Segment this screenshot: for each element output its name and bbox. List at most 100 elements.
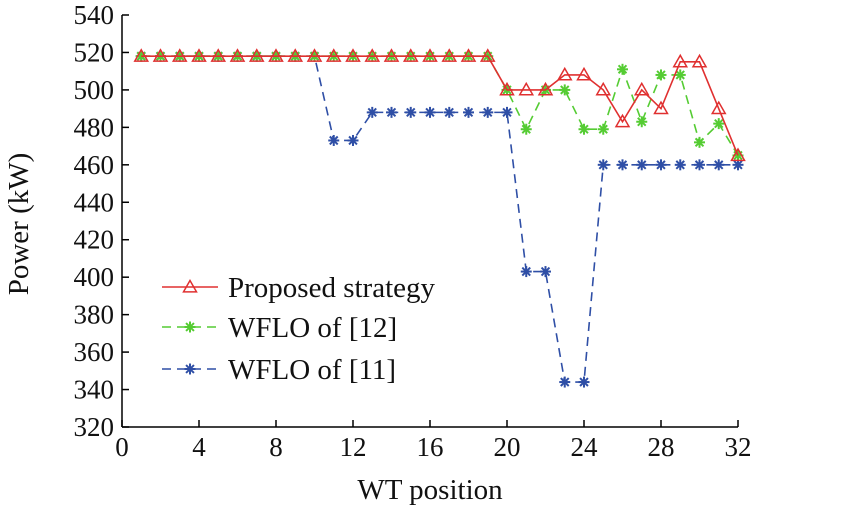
series-1-point-23-d2 xyxy=(560,85,570,95)
series-0-point-2 xyxy=(152,48,169,62)
series-0-point-12 xyxy=(345,48,361,62)
x-tick-label-28: 28 xyxy=(648,432,675,462)
series-0-point-15 xyxy=(402,48,419,62)
legend-marker-0 xyxy=(182,278,198,293)
series-1-point-26-d2 xyxy=(617,64,628,74)
series-2-point-25-d2 xyxy=(598,160,608,170)
series-1-point-29 xyxy=(674,69,686,81)
series-0-point-23 xyxy=(556,66,573,81)
legend-item-2: WFLO of [11] xyxy=(162,354,396,386)
series-2-point-13 xyxy=(366,106,378,118)
series-layer xyxy=(133,48,746,388)
series-0-point-19 xyxy=(479,48,496,62)
series-0-point-9 xyxy=(287,48,304,62)
series-2-point-27 xyxy=(636,159,648,171)
series-2-point-29 xyxy=(674,159,686,171)
series-1-point-31 xyxy=(713,118,725,130)
series-2-point-11 xyxy=(328,134,340,146)
y-tick-label-520: 520 xyxy=(74,37,115,67)
series-1-point-26 xyxy=(617,63,628,75)
series-2-point-30 xyxy=(694,159,705,171)
series-1-point-21 xyxy=(520,123,532,135)
series-2-point-23-d2 xyxy=(560,377,570,387)
series-0-point-29 xyxy=(672,53,689,68)
series-1-point-23 xyxy=(559,84,571,96)
legend-marker-2 xyxy=(184,363,196,375)
series-2-point-15-d2 xyxy=(406,107,416,118)
series-2-point-18-d2 xyxy=(463,107,474,118)
y-axis-title: Power (kW) xyxy=(3,153,35,296)
legend-marker-1-d2 xyxy=(185,322,195,332)
y-tick-label-460: 460 xyxy=(74,150,115,180)
series-2-point-17 xyxy=(443,106,455,118)
series-1-point-25-d2 xyxy=(598,124,608,134)
series-2-point-28-d2 xyxy=(656,160,666,170)
series-0-point-26 xyxy=(614,113,631,128)
series-1-point-27-d2 xyxy=(637,117,647,127)
series-0-point-5 xyxy=(210,48,227,62)
y-tick-label-540: 540 xyxy=(74,0,115,30)
series-2-point-19 xyxy=(482,106,494,118)
series-2-point-21-d2 xyxy=(521,266,531,277)
series-0-point-13 xyxy=(364,48,381,62)
series-line-1 xyxy=(141,55,739,156)
series-1-point-25 xyxy=(597,123,609,135)
series-0-point-31 xyxy=(710,100,727,115)
series-0-point-18 xyxy=(460,48,477,62)
series-2-point-19-d2 xyxy=(483,107,493,118)
series-0-point-20 xyxy=(499,81,515,96)
series-2-point-14 xyxy=(386,106,397,118)
series-0-point-7 xyxy=(248,48,265,62)
y-tick-label-480: 480 xyxy=(74,112,115,142)
series-0-point-4 xyxy=(191,48,207,62)
series-1-point-30 xyxy=(694,136,705,148)
series-0-point-22 xyxy=(537,81,554,96)
y-tick-label-400: 400 xyxy=(74,262,115,292)
series-0 xyxy=(133,48,746,162)
y-tick-label-340: 340 xyxy=(74,375,115,405)
series-2-point-11-d2 xyxy=(329,135,339,146)
legend-marker-1 xyxy=(184,321,196,333)
y-tick-label-380: 380 xyxy=(74,300,115,330)
series-2-point-28 xyxy=(655,159,667,171)
series-2-point-32-d2 xyxy=(733,160,743,170)
series-1-point-28 xyxy=(655,69,667,81)
series-2-point-16-d2 xyxy=(425,107,435,118)
series-2-point-22-d2 xyxy=(540,266,551,277)
x-tick-label-16: 16 xyxy=(417,432,444,462)
series-2-point-17-d2 xyxy=(444,107,454,118)
series-2-point-23 xyxy=(559,376,571,388)
series-2-point-24-d2 xyxy=(579,377,589,387)
series-2-point-18 xyxy=(463,106,474,118)
series-0-point-25 xyxy=(595,81,612,96)
legend: Proposed strategy WFLO of [12] WFLO of [11… xyxy=(150,260,480,390)
series-0-point-3 xyxy=(171,48,188,62)
series-2-point-12 xyxy=(347,134,359,146)
series-0-point-11 xyxy=(325,48,342,62)
axes: 320 340 360 380 400 420 440 460 480 500 520 540 0 4 8 1… xyxy=(74,0,752,462)
series-0-point-8 xyxy=(268,48,284,62)
series-2-point-16 xyxy=(424,106,436,118)
x-tick-label-8: 8 xyxy=(269,432,283,462)
series-1-point-24-d2 xyxy=(579,124,589,134)
series-0-point-6 xyxy=(229,48,246,62)
series-1-point-30-d2 xyxy=(694,137,705,148)
series-0-point-17 xyxy=(441,48,458,62)
series-2-point-29-d2 xyxy=(675,160,685,170)
series-0-point-10 xyxy=(306,48,323,62)
series-2-point-15 xyxy=(405,106,417,118)
y-tick-label-320: 320 xyxy=(74,412,115,442)
series-1 xyxy=(135,50,744,161)
series-1-point-27 xyxy=(636,116,648,128)
legend-label-2: WFLO of [11] xyxy=(228,354,396,386)
y-tick-label-420: 420 xyxy=(74,225,115,255)
series-2-point-31-d2 xyxy=(714,160,724,170)
legend-item-1: WFLO of [12] xyxy=(162,312,397,344)
series-2-point-30-d2 xyxy=(694,160,705,170)
series-2-point-27-d2 xyxy=(637,160,647,170)
series-2-point-31 xyxy=(713,159,725,171)
series-0-point-27 xyxy=(633,81,650,96)
legend-box xyxy=(150,260,480,390)
series-2-point-26-d2 xyxy=(617,160,628,170)
